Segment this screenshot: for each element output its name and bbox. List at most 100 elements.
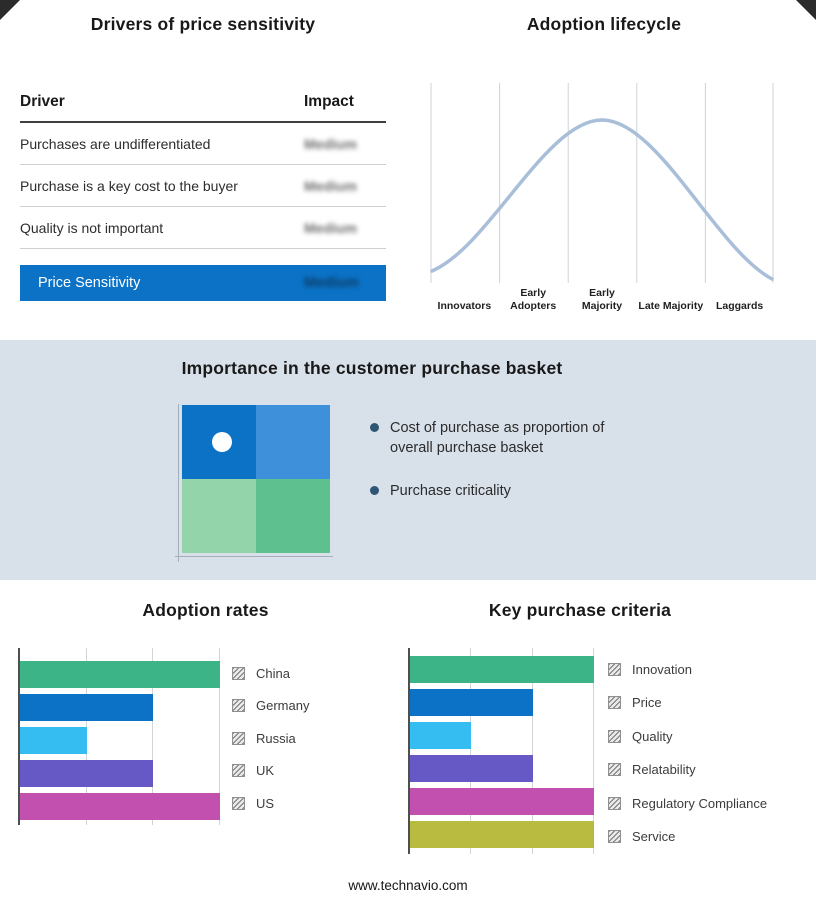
legend-item: Innovation <box>608 660 767 678</box>
position-marker-dot <box>212 432 232 452</box>
legend-item: Relatability <box>608 761 767 779</box>
legend-label: Germany <box>256 698 310 713</box>
bar-uk <box>20 760 154 787</box>
impact-cell-blurred: Medium <box>304 219 357 236</box>
price-sensitivity-summary-bar: Price Sensitivity Medium <box>20 265 386 301</box>
price-sensitivity-label: Price Sensitivity <box>38 275 141 291</box>
bullet-item: Cost of purchase as proportion of overal… <box>370 418 632 458</box>
legend-label: UK <box>256 763 275 778</box>
adoption-lifecycle-panel: Adoption lifecycle Innovators Early Adop… <box>430 14 778 312</box>
adoption-rates-title: Adoption rates <box>142 600 269 620</box>
legend-item: Regulatory Compliance <box>608 794 767 812</box>
quadrant-top-right <box>256 405 330 479</box>
quadrant-top-left <box>182 405 256 479</box>
key-purchase-criteria-legend: Innovation Price Quality Relatability Re… <box>608 660 767 861</box>
bullet-text: Purchase criticality <box>390 483 511 499</box>
quadrant-y-axis <box>178 404 179 562</box>
bar-quality <box>410 722 472 749</box>
legend-item: China <box>232 664 309 682</box>
legend-label: Service <box>632 829 676 844</box>
drivers-table: Driver Impact Purchases are undifferenti… <box>20 93 386 301</box>
hatched-swatch-icon <box>608 830 621 843</box>
hatched-swatch-icon <box>232 796 245 810</box>
legend-label: Quality <box>632 728 673 744</box>
key-purchase-criteria-chart: Key purchase criteria Innovation Price <box>408 600 812 854</box>
gridline <box>593 648 594 854</box>
driver-column-header: Driver <box>20 93 65 110</box>
lifecycle-title: Adoption lifecycle <box>526 14 682 34</box>
adoption-rates-chart: Adoption rates China Germany Russia <box>18 600 408 825</box>
legend-label: US <box>256 795 275 811</box>
legend-item: US <box>232 794 309 812</box>
bar-regulatory-compliance <box>410 788 594 815</box>
bar-relatability <box>410 755 533 782</box>
basket-title: Importance in the customer purchase bask… <box>181 358 563 378</box>
gridline <box>219 648 220 825</box>
adoption-rates-legend: China Germany Russia UK US <box>232 664 309 827</box>
legend-label: China <box>256 665 290 681</box>
legend-item: Service <box>608 828 767 846</box>
bell-curve-line <box>430 118 774 281</box>
lifecycle-stage-labels: Innovators Early Adopters Early Majority… <box>430 287 774 312</box>
quadrant-graphic <box>182 405 330 553</box>
hatched-swatch-icon <box>232 731 245 745</box>
bar-china <box>20 661 220 688</box>
table-row: Purchase is a key cost to the buyer Medi… <box>20 165 386 207</box>
legend-item: Russia <box>232 729 309 747</box>
legend-label: Innovation <box>632 661 692 677</box>
hatched-swatch-icon <box>232 666 245 680</box>
key-purchase-criteria-plot <box>408 648 594 854</box>
drivers-panel: Drivers of price sensitivity Driver Impa… <box>20 14 386 301</box>
gridline <box>531 648 533 854</box>
legend-label: Price <box>632 695 662 710</box>
bell-curve-chart <box>430 83 774 283</box>
footer-url: www.technavio.com <box>348 878 468 893</box>
hatched-swatch-icon <box>608 729 621 743</box>
bar-russia <box>20 727 87 754</box>
quadrant-bottom-right <box>256 479 330 553</box>
gridline <box>470 648 472 854</box>
drivers-title: Drivers of price sensitivity <box>90 14 316 34</box>
driver-cell: Purchases are undifferentiated <box>20 135 211 152</box>
stage-label-laggards: Laggards <box>715 299 764 312</box>
legend-item: Quality <box>608 727 767 745</box>
bar-germany <box>20 694 154 721</box>
driver-cell: Purchase is a key cost to the buyer <box>20 177 238 194</box>
impact-cell-blurred: Medium <box>304 135 357 152</box>
quadrant-x-axis <box>175 556 333 557</box>
bar-price <box>410 689 533 716</box>
legend-label: Russia <box>256 730 296 746</box>
quadrant-bottom-left <box>182 479 256 553</box>
bar-us <box>20 793 220 820</box>
key-purchase-criteria-title: Key purchase criteria <box>488 600 672 620</box>
stage-label-early-majority: Early Majority <box>581 287 623 312</box>
bar-innovation <box>410 656 594 683</box>
legend-label: Relatability <box>632 762 696 777</box>
bar-service <box>410 821 594 848</box>
stage-label-innovators: Innovators <box>437 299 492 312</box>
adoption-rates-plot <box>18 648 220 825</box>
hatched-swatch-icon <box>232 699 245 712</box>
legend-item: UK <box>232 762 309 780</box>
bullet-item: Purchase criticality <box>370 481 632 501</box>
hatched-swatch-icon <box>608 696 621 709</box>
frame-corner-top-left-icon <box>0 0 20 20</box>
driver-cell: Quality is not important <box>20 219 164 236</box>
hatched-swatch-icon <box>232 764 245 777</box>
hatched-swatch-icon <box>608 763 621 776</box>
purchase-basket-section: Importance in the customer purchase bask… <box>0 340 816 580</box>
price-sensitivity-value-blurred: Medium <box>304 275 359 291</box>
stage-label-late-majority: Late Majority <box>638 299 704 312</box>
legend-item: Price <box>608 694 767 712</box>
hatched-swatch-icon <box>608 662 621 676</box>
bullet-dot-icon <box>370 423 379 432</box>
impact-cell-blurred: Medium <box>304 177 357 194</box>
frame-corner-top-right-icon <box>796 0 816 20</box>
basket-bullet-list: Cost of purchase as proportion of overal… <box>370 418 632 524</box>
bullet-text: Cost of purchase as proportion of overal… <box>390 420 605 456</box>
bullet-dot-icon <box>370 486 379 495</box>
hatched-swatch-icon <box>608 796 621 810</box>
legend-label: Regulatory Compliance <box>632 795 768 811</box>
legend-item: Germany <box>232 697 309 715</box>
